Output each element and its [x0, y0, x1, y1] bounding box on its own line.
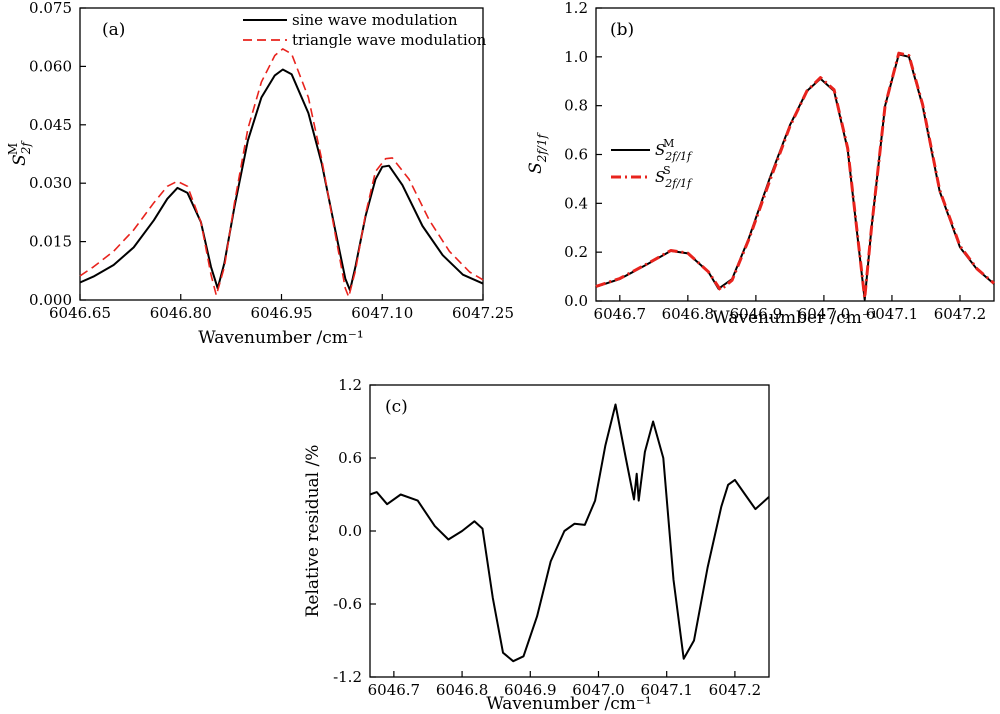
xtick-label-b-0: 6046.7	[594, 305, 647, 323]
xlabel-c: Wavenumber /cm⁻¹	[486, 694, 651, 714]
panel-label-a: (a)	[102, 20, 125, 40]
ytick-label-b-5: 1.0	[564, 48, 588, 66]
xtick-label-c-2: 6046.9	[504, 681, 557, 699]
legend-a: sine wave modulation triangle wave modul…	[243, 11, 487, 49]
ytick-label-b-4: 0.8	[564, 97, 588, 115]
xtick-label-b-2: 6046.9	[730, 305, 783, 323]
ylabel-a-main: S	[10, 154, 30, 166]
ytick-label-b-0: 0.0	[564, 292, 588, 310]
xtick-label-c-0: 6046.7	[368, 681, 421, 699]
series-line-c-0	[369, 403, 770, 663]
xtick-label-c-1: 6046.8	[436, 681, 489, 699]
series-group-c	[369, 403, 770, 663]
series-line-b-1	[595, 51, 995, 300]
xtick-label-c-4: 6047.1	[640, 681, 693, 699]
xtick-label-b-1: 6046.8	[662, 305, 715, 323]
ytick-label-a-3: 0.045	[29, 116, 72, 134]
xtick-label-c-3: 6047.0	[572, 681, 625, 699]
xtick-label-a-4: 6047.25	[452, 304, 514, 322]
ylabel-a: S2fM	[6, 140, 33, 166]
xtick-label-c-5: 6047.2	[709, 681, 762, 699]
xlabel-b: Wavenumber /cm⁻¹	[712, 308, 877, 328]
plot-frame-a	[79, 7, 484, 301]
panel-a: 6046.65 6046.80 6046.95 6047.10 6047.25 0.000…	[6, 0, 514, 348]
ylabel-b-main: S	[526, 162, 546, 174]
ytick-label-b-1: 0.2	[564, 243, 588, 261]
ylabel-b-sub: 2f/1f	[535, 132, 549, 164]
series-line-a-0	[79, 68, 484, 292]
ticks-group-a: 6046.65 6046.80 6046.95 6047.10 6047.25 0.000…	[29, 0, 514, 322]
ytick-label-b-3: 0.6	[564, 146, 588, 164]
xtick-label-b-4: 6047.1	[866, 305, 919, 323]
ticks-group-c: 6046.7 6046.8 6046.9 6047.0 6047.1 6047.2 -1.2…	[333, 376, 761, 699]
svg-text:S2fM: S2fM	[6, 140, 33, 166]
legend-b-label-1: S2f/1fS	[655, 164, 693, 190]
xtick-label-b-5: 6047.2	[934, 305, 987, 323]
legend-a-label-1: triangle wave modulation	[292, 31, 487, 49]
ytick-label-c-2: 0.0	[338, 522, 362, 540]
ytick-label-b-2: 0.4	[564, 194, 588, 212]
ytick-label-a-4: 0.060	[29, 57, 72, 75]
legend-b: S2f/1fM S2f/1fS	[611, 137, 693, 190]
xtick-label-b-3: 6047.0	[798, 305, 851, 323]
xtick-label-a-2: 6046.95	[250, 304, 312, 322]
ytick-label-a-1: 0.015	[29, 233, 72, 251]
series-group-a	[79, 48, 484, 298]
series-line-a-1	[79, 48, 484, 298]
svg-text:S2f/1f: S2f/1f	[526, 132, 549, 174]
ytick-label-a-5: 0.075	[29, 0, 72, 17]
ytick-label-c-0: -1.2	[333, 668, 362, 686]
ylabel-b: S2f/1f	[526, 132, 549, 174]
ytick-label-a-2: 0.030	[29, 174, 72, 192]
ylabel-a-sup: M	[6, 143, 20, 155]
ytick-label-b-6: 1.2	[564, 0, 588, 17]
xtick-label-a-0: 6046.65	[49, 304, 111, 322]
ytick-label-a-0: 0.000	[29, 291, 72, 309]
panel-b: 6046.7 6046.8 6046.9 6047.0 6047.1 6047.2 0.0 0…	[526, 0, 995, 328]
panel-label-c: (c)	[385, 397, 408, 417]
panel-label-b: (b)	[610, 20, 634, 40]
series-group-b	[595, 51, 995, 301]
ytick-label-c-3: 0.6	[338, 449, 362, 467]
plot-frame-c	[369, 384, 770, 678]
legend-b-label-0: S2f/1fM	[655, 137, 693, 163]
xtick-label-a-1: 6046.80	[150, 304, 212, 322]
ylabel-a-sub: 2f	[19, 140, 33, 156]
ytick-label-c-1: -0.6	[333, 595, 362, 613]
legend-a-label-0: sine wave modulation	[292, 11, 458, 29]
ytick-label-c-4: 1.2	[338, 376, 362, 394]
ylabel-c: Relative residual /%	[303, 445, 323, 618]
panel-c: 6046.7 6046.8 6046.9 6047.0 6047.1 6047.2 -1.2…	[303, 376, 770, 714]
xlabel-a: Wavenumber /cm⁻¹	[198, 328, 363, 348]
xtick-label-a-3: 6047.10	[351, 304, 413, 322]
ticks-group-b: 6046.7 6046.8 6046.9 6047.0 6047.1 6047.2 0.0 0…	[564, 0, 986, 323]
